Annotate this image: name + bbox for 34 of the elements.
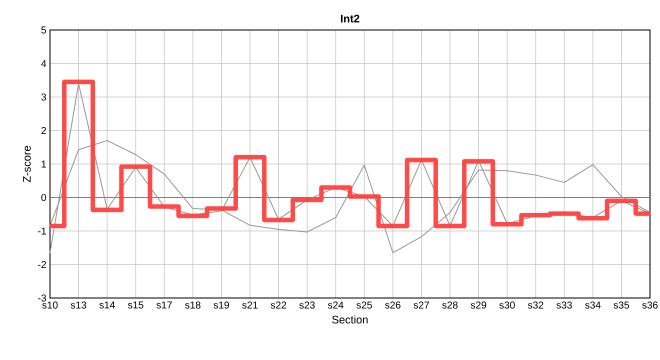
y-tick-label: 4 <box>41 60 46 67</box>
y-tick-label: -2 <box>38 261 46 268</box>
x-tick-label: s28 <box>442 302 458 309</box>
x-tick-label: s17 <box>156 302 172 308</box>
y-tick-label: 5 <box>41 26 46 34</box>
x-axis-title: Section <box>332 315 368 324</box>
x-tick-label: s18 <box>185 302 200 309</box>
y-tick-label: -1 <box>38 228 46 234</box>
y-tick-label: 2 <box>41 127 46 134</box>
x-tick-label: s33 <box>556 302 572 309</box>
x-tick-label: s10 <box>42 302 58 309</box>
x-tick-label: s21 <box>242 302 258 309</box>
x-tick-label: s34 <box>585 302 601 309</box>
y-tick-label: 1 <box>42 160 46 168</box>
y-axis-title: Z-score <box>23 146 31 182</box>
x-tick-label: s30 <box>499 302 515 309</box>
y-tick-label: 3 <box>41 93 46 101</box>
x-tick-label: s29 <box>470 302 486 309</box>
x-tick-label: s13 <box>70 302 86 309</box>
y-tick-label: -3 <box>38 294 46 302</box>
x-tick-label: s35 <box>614 302 630 309</box>
x-tick-label: s19 <box>214 302 230 309</box>
x-tick-label: s22 <box>270 302 286 309</box>
y-tick-label: 0 <box>41 194 46 202</box>
x-tick-label: s26 <box>385 302 400 309</box>
x-tick-label: s36 <box>642 302 658 309</box>
x-tick-label: s23 <box>299 302 315 309</box>
x-tick-label: s25 <box>356 302 372 309</box>
x-tick-label: s32 <box>528 302 544 309</box>
x-tick-label: s24 <box>328 302 344 309</box>
x-tick-label: s15 <box>128 302 144 308</box>
x-tick-label: s27 <box>414 302 429 309</box>
x-tick-label: s14 <box>99 302 115 308</box>
chart-title: Int2 <box>340 14 360 23</box>
